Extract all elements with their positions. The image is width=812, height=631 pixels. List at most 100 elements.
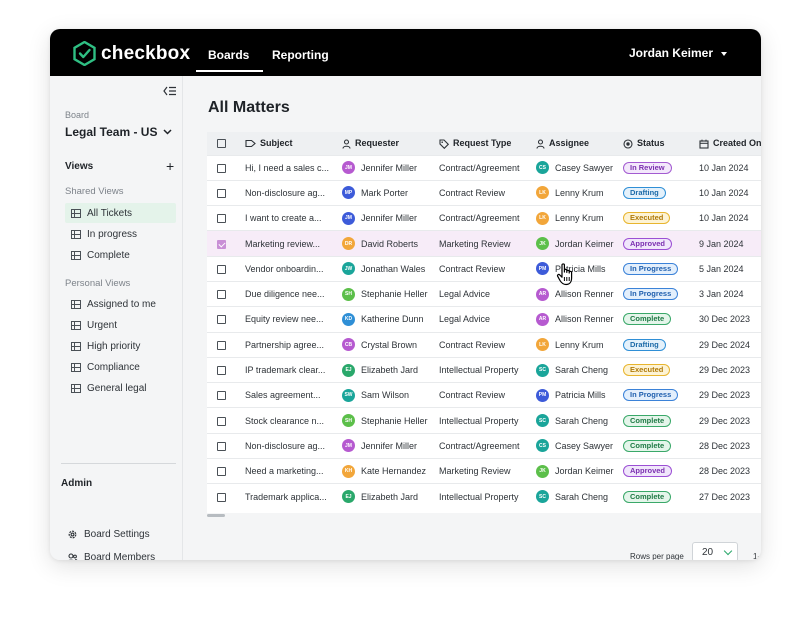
status-badge[interactable]: Complete bbox=[623, 490, 672, 503]
status-badge[interactable]: In Progress bbox=[623, 389, 679, 402]
sidebar-item-compliance[interactable]: Compliance bbox=[65, 357, 176, 377]
subject-cell[interactable]: Sales agreement... bbox=[239, 382, 336, 408]
rows-per-page-select[interactable]: 20 bbox=[692, 542, 738, 560]
row-checkbox[interactable] bbox=[217, 416, 226, 426]
app-logo[interactable]: checkbox bbox=[73, 41, 190, 66]
tab-reporting[interactable]: Reporting bbox=[272, 48, 329, 62]
row-select-cell[interactable] bbox=[207, 331, 239, 358]
table-row[interactable]: Stock clearance n... SH Stephanie Heller In… bbox=[207, 407, 761, 434]
select-all-header[interactable] bbox=[207, 132, 239, 155]
row-checkbox[interactable] bbox=[217, 391, 226, 401]
subject-cell[interactable]: Trademark applica... bbox=[239, 483, 336, 510]
table-row[interactable]: Non-disclosure ag... MP Mark Porter Contrac… bbox=[207, 179, 761, 206]
row-checkbox[interactable] bbox=[217, 214, 226, 224]
status-badge[interactable]: Complete bbox=[623, 414, 672, 427]
collapse-sidebar-icon[interactable] bbox=[163, 86, 176, 96]
table-row[interactable]: Trademark applica... EJ Elizabeth Jard Inte… bbox=[207, 483, 761, 510]
subject-cell[interactable]: Non-disclosure ag... bbox=[239, 179, 336, 206]
table-row[interactable]: IP trademark clear... EJ Elizabeth Jard Int… bbox=[207, 356, 761, 383]
status-badge[interactable]: In Progress bbox=[623, 262, 679, 275]
subject-cell[interactable]: Need a marketing... bbox=[239, 458, 336, 484]
status-badge[interactable]: Approved bbox=[623, 465, 673, 478]
board-members-link[interactable]: Board Members bbox=[67, 552, 155, 560]
row-select-cell[interactable] bbox=[207, 179, 239, 206]
board-selector[interactable]: Legal Team - US bbox=[65, 125, 172, 139]
board-settings-link[interactable]: Board Settings bbox=[67, 529, 150, 540]
row-checkbox[interactable] bbox=[217, 264, 226, 274]
personal-views-heading: Personal Views bbox=[65, 278, 131, 289]
horizontal-scrollbar[interactable] bbox=[207, 514, 225, 517]
row-checkbox[interactable] bbox=[217, 163, 226, 173]
status-badge[interactable]: Complete bbox=[623, 439, 672, 452]
column-header-request-type[interactable]: Request Type bbox=[433, 132, 530, 155]
row-checkbox[interactable] bbox=[217, 315, 226, 325]
subject-cell[interactable]: I want to create a... bbox=[239, 205, 336, 231]
row-select-cell[interactable] bbox=[207, 407, 239, 434]
table-row[interactable]: Partnership agree... CB Crystal Brown Contr… bbox=[207, 331, 761, 358]
column-header-subject[interactable]: Subject bbox=[239, 132, 336, 155]
row-select-cell[interactable] bbox=[207, 356, 239, 383]
row-select-cell[interactable] bbox=[207, 154, 239, 181]
row-checkbox[interactable] bbox=[217, 290, 226, 300]
select-all-checkbox[interactable] bbox=[217, 139, 226, 149]
column-header-status[interactable]: Status bbox=[617, 132, 693, 155]
subject-cell[interactable]: Equity review nee... bbox=[239, 306, 336, 333]
column-header-assignee[interactable]: Assignee bbox=[530, 132, 617, 155]
table-row[interactable]: Non-disclosure ag... JM Jennifer Miller Con… bbox=[207, 432, 761, 459]
table-row[interactable]: Hi, I need a sales c... JM Jennifer Miller… bbox=[207, 154, 761, 181]
row-select-cell[interactable] bbox=[207, 483, 239, 510]
add-view-icon[interactable]: + bbox=[166, 158, 175, 174]
table-row[interactable]: Vendor onboardin... JW Jonathan Wales Contr… bbox=[207, 255, 761, 282]
table-row[interactable]: Marketing review... DR David Roberts Market… bbox=[207, 230, 761, 257]
tab-boards[interactable]: Boards bbox=[195, 29, 264, 76]
row-checkbox[interactable] bbox=[217, 340, 226, 350]
assignee-cell: SC Sarah Cheng bbox=[530, 407, 617, 434]
row-select-cell[interactable] bbox=[207, 255, 239, 282]
row-checkbox[interactable] bbox=[217, 239, 226, 249]
status-badge[interactable]: Drafting bbox=[623, 186, 666, 199]
subject-cell[interactable]: Stock clearance n... bbox=[239, 407, 336, 434]
status-badge[interactable]: In Review bbox=[623, 161, 672, 174]
user-menu[interactable]: Jordan Keimer bbox=[629, 29, 727, 76]
status-badge[interactable]: In Progress bbox=[623, 288, 679, 301]
row-select-cell[interactable] bbox=[207, 230, 239, 257]
table-row[interactable]: Sales agreement... SW Sam Wilson Contract R… bbox=[207, 382, 761, 408]
subject-cell[interactable]: Non-disclosure ag... bbox=[239, 432, 336, 459]
row-select-cell[interactable] bbox=[207, 382, 239, 408]
row-checkbox[interactable] bbox=[217, 492, 226, 502]
status-badge[interactable]: Drafting bbox=[623, 338, 666, 351]
row-checkbox[interactable] bbox=[217, 467, 226, 477]
subject-cell[interactable]: Due diligence nee... bbox=[239, 280, 336, 307]
subject-cell[interactable]: Hi, I need a sales c... bbox=[239, 154, 336, 181]
sidebar-item-complete[interactable]: Complete bbox=[65, 245, 176, 265]
row-select-cell[interactable] bbox=[207, 306, 239, 333]
sidebar-item-high-priority[interactable]: High priority bbox=[65, 336, 176, 356]
table-row[interactable]: Equity review nee... KD Katherine Dunn Lega… bbox=[207, 306, 761, 333]
table-row[interactable]: Need a marketing... KH Kate Hernandez Marke… bbox=[207, 458, 761, 484]
subject-cell[interactable]: Vendor onboardin... bbox=[239, 255, 336, 282]
sidebar-item-all-tickets[interactable]: All Tickets bbox=[65, 203, 176, 223]
table-row[interactable]: Due diligence nee... SH Stephanie Heller Le… bbox=[207, 280, 761, 307]
subject-cell[interactable]: IP trademark clear... bbox=[239, 356, 336, 383]
row-select-cell[interactable] bbox=[207, 458, 239, 484]
row-select-cell[interactable] bbox=[207, 432, 239, 459]
row-checkbox[interactable] bbox=[217, 366, 226, 376]
row-checkbox[interactable] bbox=[217, 189, 226, 198]
table-row[interactable]: I want to create a... JM Jennifer Miller Co… bbox=[207, 205, 761, 231]
status-badge[interactable]: Executed bbox=[623, 212, 671, 225]
subject-cell[interactable]: Partnership agree... bbox=[239, 331, 336, 358]
row-checkbox[interactable] bbox=[217, 441, 226, 451]
assignee-cell: JK Jordan Keimer bbox=[530, 458, 617, 484]
status-badge[interactable]: Approved bbox=[623, 237, 673, 250]
sidebar-item-assigned-to-me[interactable]: Assigned to me bbox=[65, 294, 176, 314]
column-header-created-on[interactable]: Created On bbox=[693, 132, 761, 155]
sidebar-item-urgent[interactable]: Urgent bbox=[65, 315, 176, 335]
sidebar-item-general-legal[interactable]: General legal bbox=[65, 378, 176, 398]
row-select-cell[interactable] bbox=[207, 205, 239, 231]
row-select-cell[interactable] bbox=[207, 280, 239, 307]
subject-cell[interactable]: Marketing review... bbox=[239, 230, 336, 257]
status-badge[interactable]: Complete bbox=[623, 313, 672, 326]
column-header-requester[interactable]: Requester bbox=[336, 132, 433, 155]
sidebar-item-in-progress[interactable]: In progress bbox=[65, 224, 176, 244]
status-badge[interactable]: Executed bbox=[623, 364, 671, 377]
